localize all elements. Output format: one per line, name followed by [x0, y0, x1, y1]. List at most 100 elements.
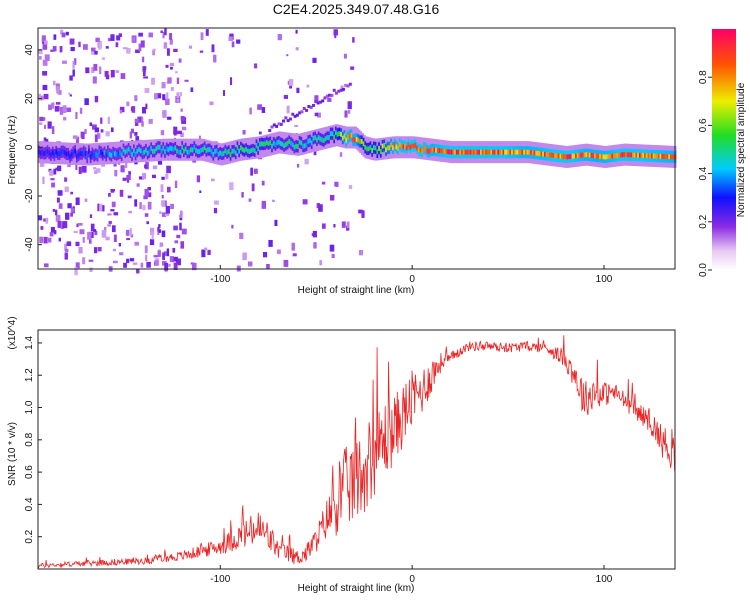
- spectrogram-branch-cell: [314, 99, 318, 103]
- spectrogram-ridge-cell: [461, 149, 465, 155]
- spectrogram-speckle: [151, 174, 156, 179]
- spectrogram-speckle: [78, 41, 81, 48]
- spectrogram-speckle: [39, 122, 43, 125]
- spectrogram-speckle: [165, 98, 170, 105]
- spectrogram-ridge-cell: [359, 139, 363, 144]
- spectrogram-speckle: [69, 75, 73, 81]
- spectrogram-speckle: [222, 90, 226, 96]
- spectrogram-ridge-cell: [183, 148, 187, 154]
- spectrogram-ridge-cell: [533, 150, 537, 156]
- snr-x-axis-label: Height of straight line (km): [298, 583, 415, 594]
- spectrogram-speckle: [101, 57, 105, 60]
- spectrogram-speckle: [87, 231, 92, 240]
- spectrogram-speckle: [134, 199, 138, 207]
- spectrogram-ridge-cell: [70, 152, 74, 158]
- spectrogram-ridge-cell: [400, 143, 404, 149]
- colorbar-tick-label: 0.0: [698, 263, 709, 277]
- spectrogram-speckle: [108, 220, 112, 224]
- spectrogram-speckle: [167, 77, 172, 84]
- spectrogram-speckle: [67, 203, 72, 209]
- snr-y-tick-label: 0.4: [24, 497, 35, 511]
- spectrogram-speckle: [84, 98, 89, 106]
- spectrogram-ridge-cell: [105, 152, 109, 158]
- spectrogram-ridge-cell: [637, 152, 641, 158]
- spectrogram-speckle: [146, 221, 150, 225]
- spectrogram-speckle: [75, 197, 80, 206]
- spectrogram-speckle: [127, 195, 132, 199]
- spectrogram-ridge-cell: [162, 145, 166, 151]
- spectrogram-ridge-cell: [540, 151, 544, 157]
- spectrogram-ridge-cell: [493, 149, 497, 155]
- spectrogram-ridge-cell: [661, 153, 665, 159]
- spectrogram-ridge-cell: [305, 142, 309, 148]
- spectrogram-ridge-cell: [62, 149, 66, 155]
- spectrogram-speckle: [97, 203, 101, 212]
- spectrogram-speckle: [312, 230, 317, 238]
- spectrogram-ridge-cell: [609, 153, 613, 159]
- spectrogram-ridge-cell: [243, 148, 247, 153]
- spectrogram-speckle: [98, 41, 102, 50]
- colorbar-tick-label: 0.4: [698, 166, 709, 180]
- spectrogram-ridge-cell: [170, 146, 174, 152]
- spectrogram-ridge-cell: [124, 149, 128, 155]
- spectrogram-speckle: [89, 267, 93, 272]
- spectrogram-speckle: [211, 44, 215, 53]
- spectrogram-speckle: [160, 184, 164, 193]
- spectrogram-speckle: [104, 70, 109, 77]
- spectrogram-ridge-cell: [440, 148, 444, 154]
- spectrogram-ridge-cell: [397, 146, 401, 151]
- spectrogram-ridge-cell: [284, 142, 288, 148]
- spectrogram-speckle: [144, 245, 148, 254]
- spectrogram-speckle: [112, 260, 118, 264]
- spectrogram-speckle: [138, 32, 143, 37]
- spectrogram-ridge-cell: [573, 153, 577, 159]
- spectrogram-marks: [38, 28, 677, 276]
- spectrogram-ridge-cell: [202, 147, 206, 152]
- colorbar: 0.0 0.2 0.4 0.6 0.8 Normalized spectral ampl…: [698, 29, 747, 277]
- spectrogram-branch-cell: [309, 105, 313, 109]
- snr-frame: [37, 329, 676, 570]
- spectrogram-speckle: [306, 84, 310, 88]
- spectrogram-speckle: [58, 203, 63, 209]
- spectrogram-x-tick-label: -100: [210, 274, 230, 285]
- spectrogram-speckle: [105, 236, 110, 241]
- spectrogram-ridge-cell: [269, 140, 273, 146]
- spectrogram-ridge-cell: [222, 151, 226, 156]
- spectrogram-speckle: [113, 212, 119, 216]
- spectrogram-speckle: [75, 111, 78, 120]
- spectrogram-speckle: [174, 240, 179, 244]
- spectrogram-speckle: [52, 46, 57, 52]
- spectrogram-ridge-cell: [519, 149, 523, 155]
- spectrogram-speckle: [173, 256, 178, 262]
- spectrogram-ridge-cell: [557, 153, 561, 159]
- spectrogram-speckle: [68, 92, 71, 95]
- spectrogram-ridge-cell: [595, 153, 599, 159]
- spectrogram-ridge-cell: [583, 152, 587, 158]
- spectrogram-ridge-cell: [545, 152, 549, 157]
- spectrogram-speckle: [43, 236, 48, 244]
- spectrogram-speckle: [58, 237, 62, 242]
- spectrogram-speckle: [251, 183, 255, 192]
- spectrogram-speckle: [39, 236, 44, 244]
- spectrogram-branch-cell: [300, 110, 304, 114]
- snr-marks: [37, 335, 675, 569]
- spectrogram-speckle: [94, 127, 100, 133]
- spectrogram-ridge-cell: [457, 149, 461, 155]
- spectrogram-speckle: [112, 248, 117, 252]
- spectrogram-speckle: [81, 131, 85, 140]
- spectrogram-ridge-cell: [126, 148, 130, 154]
- spectrogram-speckle: [322, 223, 326, 229]
- spectrogram-ridge-cell: [122, 147, 126, 153]
- spectrogram-branch-cell: [339, 88, 343, 92]
- spectrogram-ridge-cell: [53, 152, 57, 158]
- spectrogram-speckle: [104, 226, 107, 232]
- spectrogram-ridge-cell: [473, 149, 477, 155]
- spectrogram-ridge-cell: [611, 153, 615, 159]
- spectrogram-speckle: [115, 70, 120, 73]
- spectrogram-speckle: [261, 200, 266, 209]
- spectrogram-speckle: [42, 176, 45, 185]
- spectrogram-ridge-cell: [526, 149, 530, 155]
- spectrogram-speckle: [283, 95, 289, 99]
- spectrogram-speckle: [61, 32, 66, 38]
- spectrogram-speckle: [317, 112, 321, 118]
